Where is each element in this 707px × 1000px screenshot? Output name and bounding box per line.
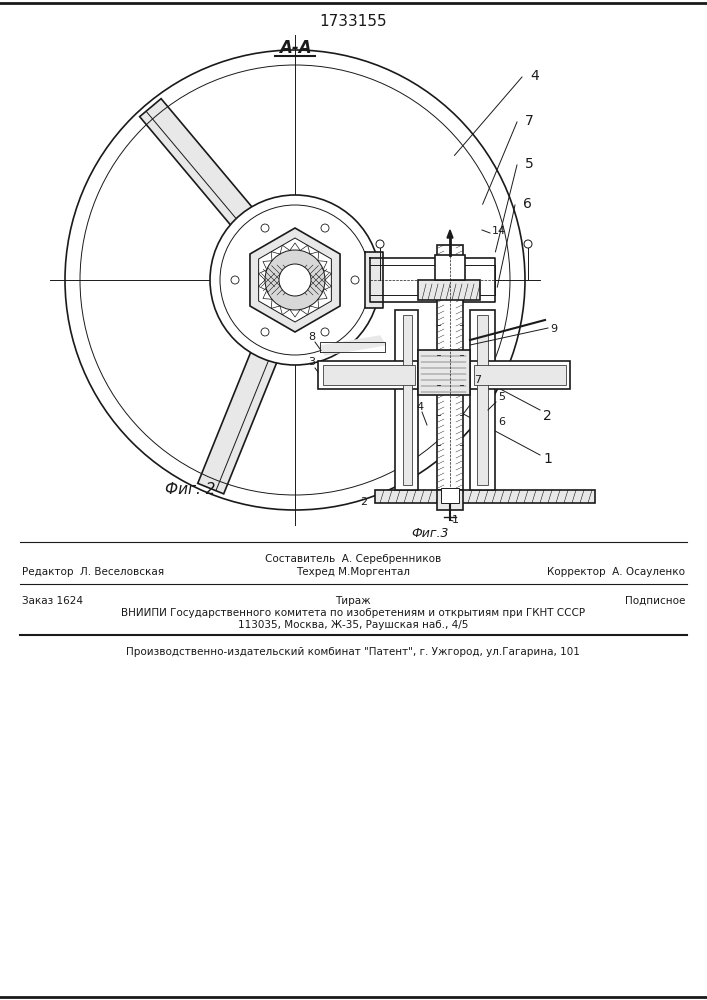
Text: ВНИИПИ Государственного комитета по изобретениям и открытиям при ГКНТ СССР: ВНИИПИ Государственного комитета по изоб… [121, 608, 585, 618]
Text: Заказ 1624: Заказ 1624 [22, 596, 83, 606]
Polygon shape [370, 258, 495, 302]
Text: 3: 3 [308, 357, 315, 367]
Text: 5: 5 [525, 157, 534, 171]
Circle shape [261, 328, 269, 336]
Text: 14: 14 [492, 226, 506, 236]
FancyBboxPatch shape [318, 361, 418, 389]
Text: Техред М.Моргентал: Техред М.Моргентал [296, 567, 410, 577]
Circle shape [65, 50, 525, 510]
Text: 6: 6 [523, 197, 532, 211]
Text: 2: 2 [543, 409, 551, 423]
FancyBboxPatch shape [470, 310, 495, 490]
FancyBboxPatch shape [474, 365, 566, 385]
Text: 6: 6 [498, 417, 505, 427]
Text: 2: 2 [360, 497, 367, 507]
Circle shape [231, 276, 239, 284]
FancyBboxPatch shape [441, 488, 459, 503]
FancyBboxPatch shape [403, 315, 412, 485]
Text: 1733155: 1733155 [319, 14, 387, 29]
Circle shape [220, 205, 370, 355]
Text: Фиг. 2: Фиг. 2 [165, 483, 216, 497]
Circle shape [279, 264, 311, 296]
Text: Фиг.3: Фиг.3 [411, 527, 449, 540]
Text: Тираж: Тираж [335, 596, 370, 606]
Polygon shape [259, 238, 332, 322]
Text: 7: 7 [525, 114, 534, 128]
Text: Производственно-издательский комбинат "Патент", г. Ужгород, ул.Гагарина, 101: Производственно-издательский комбинат "П… [126, 647, 580, 657]
Circle shape [261, 224, 269, 232]
Text: 7: 7 [474, 375, 481, 385]
Text: Подписное: Подписное [624, 596, 685, 606]
FancyBboxPatch shape [435, 255, 465, 280]
Polygon shape [250, 228, 340, 332]
Circle shape [265, 250, 325, 310]
Circle shape [351, 276, 359, 284]
FancyBboxPatch shape [437, 490, 463, 510]
Text: 9: 9 [550, 324, 557, 334]
Circle shape [210, 195, 380, 365]
Circle shape [321, 328, 329, 336]
Polygon shape [320, 336, 385, 355]
Text: 4: 4 [530, 69, 539, 83]
Text: Корректор  А. Осауленко: Корректор А. Осауленко [547, 567, 685, 577]
Text: 113035, Москва, Ж-35, Раушская наб., 4/5: 113035, Москва, Ж-35, Раушская наб., 4/5 [238, 620, 468, 630]
Text: 5: 5 [498, 392, 505, 402]
Polygon shape [365, 252, 383, 308]
FancyBboxPatch shape [375, 490, 595, 503]
FancyBboxPatch shape [418, 280, 480, 300]
Text: 4: 4 [416, 402, 423, 412]
Text: Редактор  Л. Веселовская: Редактор Л. Веселовская [22, 567, 164, 577]
FancyBboxPatch shape [437, 245, 463, 490]
FancyBboxPatch shape [418, 350, 470, 395]
FancyBboxPatch shape [477, 315, 488, 485]
Text: 1: 1 [452, 515, 459, 525]
Circle shape [321, 224, 329, 232]
FancyBboxPatch shape [395, 310, 418, 490]
FancyBboxPatch shape [323, 365, 415, 385]
Polygon shape [198, 344, 280, 494]
Text: 8: 8 [308, 332, 315, 342]
Text: Составитель  А. Серебренников: Составитель А. Серебренников [265, 554, 441, 564]
Polygon shape [447, 230, 453, 238]
Polygon shape [140, 99, 257, 232]
FancyBboxPatch shape [470, 361, 570, 389]
Text: 1: 1 [543, 452, 552, 466]
Text: А-А: А-А [279, 39, 311, 57]
